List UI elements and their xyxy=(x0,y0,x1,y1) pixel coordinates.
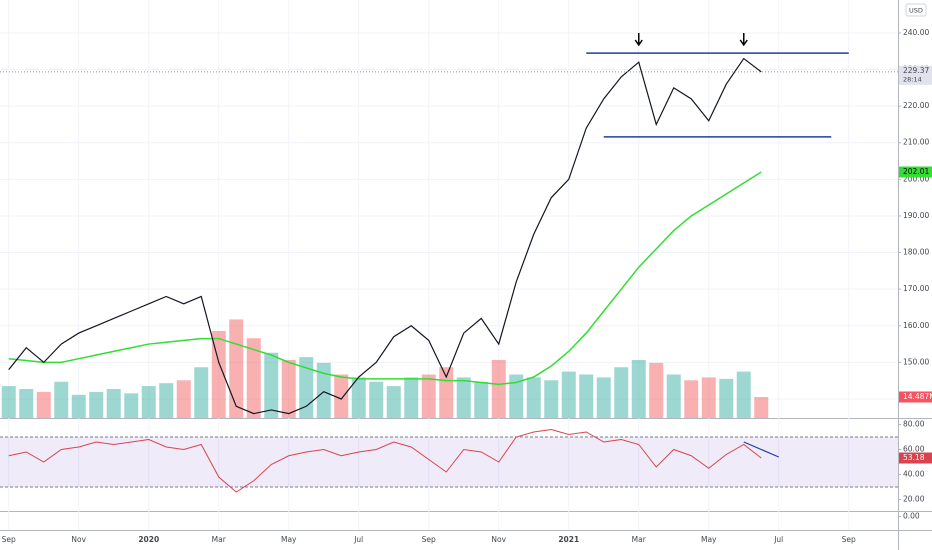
volume-bar xyxy=(754,396,769,418)
volume-bar xyxy=(351,377,366,418)
volume-bar xyxy=(106,389,121,418)
volume-last-badge xyxy=(899,391,932,403)
volume-bar xyxy=(404,377,419,418)
volume-bar xyxy=(596,377,611,418)
volume-bar xyxy=(159,383,174,418)
volume-bar xyxy=(229,319,244,418)
x-tick-label: 2021 xyxy=(558,535,579,544)
volume-bar xyxy=(684,380,699,418)
volume-bar xyxy=(141,386,156,418)
volume-bar xyxy=(491,360,506,418)
moving-average xyxy=(8,171,762,386)
y-tick-label: 200.00 xyxy=(903,174,929,183)
volume-bar xyxy=(631,360,646,418)
volume-bar xyxy=(246,338,261,418)
volume-bar xyxy=(281,360,296,418)
volume-bar xyxy=(701,377,716,418)
x-tick-label: Jul xyxy=(773,535,783,544)
y-tick-label: 160.00 xyxy=(903,321,929,330)
countdown: 28:14 xyxy=(903,75,922,83)
y-tick-label: 0.00 xyxy=(903,511,920,520)
volume-bar xyxy=(614,367,629,418)
volume-bar xyxy=(36,391,51,418)
y-tick-label: 150.00 xyxy=(903,357,929,366)
volume-bar xyxy=(509,374,524,418)
volume-bar xyxy=(579,374,594,418)
volume-bar xyxy=(211,331,226,418)
volume-bar xyxy=(719,378,734,418)
last-price: 229.37 xyxy=(903,66,929,75)
x-tick-label: Mar xyxy=(632,535,647,544)
volume-bar xyxy=(194,367,209,418)
x-tick-label: Sep xyxy=(422,535,436,544)
rsi-last-badge xyxy=(899,452,932,464)
volume-bar xyxy=(456,377,471,418)
x-tick-label: Jul xyxy=(353,535,363,544)
volume-bar xyxy=(176,380,191,418)
volume-bar xyxy=(526,377,541,418)
y-tick-label: 80.00 xyxy=(903,420,925,429)
volume-bar xyxy=(19,389,34,418)
x-tick-label: May xyxy=(701,535,717,544)
x-tick-label: May xyxy=(281,535,297,544)
x-tick-label: Sep xyxy=(842,535,856,544)
x-tick-label: Mar xyxy=(212,535,227,544)
price-line xyxy=(8,57,762,415)
volume-bar xyxy=(316,362,331,418)
volume-bar xyxy=(1,386,16,418)
rsi-last: 53.18 xyxy=(903,453,925,462)
y-tick-label: 210.00 xyxy=(903,138,929,147)
x-tick-label: Nov xyxy=(491,535,506,544)
volume-bar xyxy=(124,393,139,418)
volume-bar xyxy=(736,371,751,418)
currency-box[interactable] xyxy=(905,3,927,17)
ma-last: 202.01 xyxy=(903,167,929,176)
volume-bar xyxy=(421,374,436,418)
arrow xyxy=(739,33,748,47)
volume-bar xyxy=(334,374,349,418)
volume-bar xyxy=(666,374,681,418)
rsi-line xyxy=(8,428,762,493)
currency: USD xyxy=(909,7,923,15)
y-tick-label: 20.00 xyxy=(903,495,925,504)
rsi-band xyxy=(0,437,898,487)
x-tick-label: Nov xyxy=(71,535,86,544)
volume-bar xyxy=(54,381,69,418)
volume-bar xyxy=(474,381,489,418)
volume-bar xyxy=(89,391,104,418)
volume-bar xyxy=(71,394,86,418)
y-tick-label: 190.00 xyxy=(903,211,929,220)
last-price-badge xyxy=(899,65,932,85)
volume-last: 14.487M xyxy=(903,392,932,401)
volume-bar xyxy=(561,371,576,418)
rsi-trendline xyxy=(743,441,779,458)
y-tick-label: 240.00 xyxy=(903,28,929,37)
arrow xyxy=(634,33,643,47)
volume-bar xyxy=(386,386,401,418)
volume-bar xyxy=(649,362,664,418)
y-tick-label: 170.00 xyxy=(903,284,929,293)
y-tick-label: 60.00 xyxy=(903,445,925,454)
ma-last-badge xyxy=(899,166,932,178)
volume-bar xyxy=(439,367,454,418)
volume-bar xyxy=(369,381,384,418)
y-tick-label: 180.00 xyxy=(903,248,929,257)
volume-bar xyxy=(544,380,559,418)
y-tick-label: 220.00 xyxy=(903,101,929,110)
x-tick-label: 2020 xyxy=(138,535,159,544)
x-tick-label: Sep xyxy=(2,535,16,544)
y-tick-label: 40.00 xyxy=(903,470,925,479)
volume-bar xyxy=(264,352,279,418)
